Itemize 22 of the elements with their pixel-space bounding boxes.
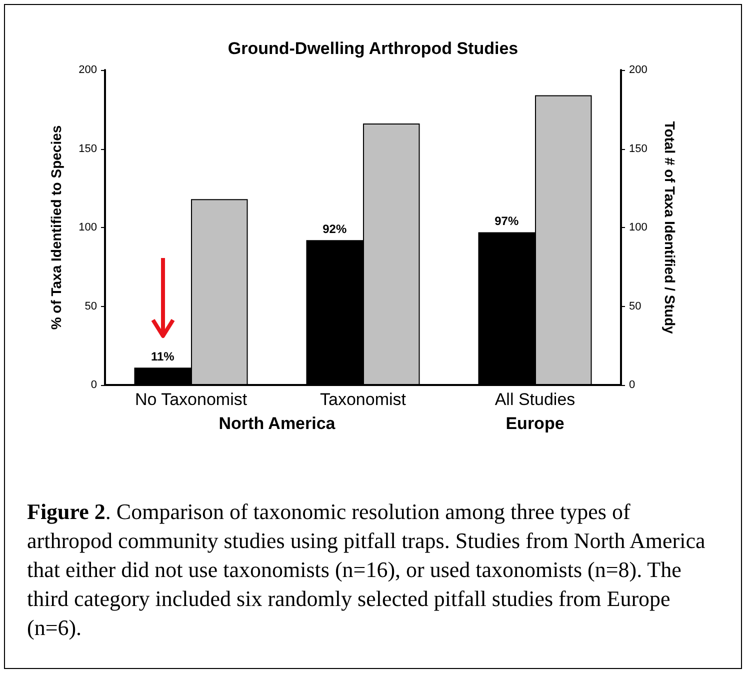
- text: Europe: [506, 414, 564, 433]
- y-tick-label: 200: [78, 64, 97, 76]
- y-tick-label: 0: [90, 379, 97, 391]
- y-tick-label: 50: [84, 300, 97, 312]
- y2-tick-label: 0: [629, 379, 636, 391]
- x-tick-label: Taxonomist: [320, 390, 406, 409]
- x-tick-label: No Taxonomist: [134, 390, 248, 409]
- y2-tick-label: 200: [629, 64, 648, 76]
- data-label: 92%: [322, 222, 347, 236]
- y2-tick-label: 100: [629, 222, 648, 234]
- y2-tick-label: 50: [629, 300, 642, 312]
- data-label: 97%: [494, 214, 519, 228]
- data-label: 11%: [150, 350, 175, 364]
- y-tick-label: 100: [78, 222, 97, 234]
- y-tick-label: 150: [78, 142, 97, 155]
- text: North America: [218, 414, 336, 433]
- y-axis-title: % of Taxa Identified to Species: [48, 125, 64, 330]
- caption: Figure 2. Comparison of taxonomic resolution among three types of arthropod community studies using pitfall traps. Studies from North America that either did not use taxonomists (n=16), or used taxonomists (n=8). The third category included six randomly selected pitfall studies from Europe (n=6).: [27, 498, 706, 642]
- x-tick-label: All Studies: [494, 390, 576, 409]
- y2-tick-label: 150: [629, 142, 648, 155]
- chart-title: Ground-Dwelling Arthropod Studies: [228, 39, 518, 58]
- y2-axis-title: Total # of Taxa Identified / Study: [662, 121, 678, 334]
